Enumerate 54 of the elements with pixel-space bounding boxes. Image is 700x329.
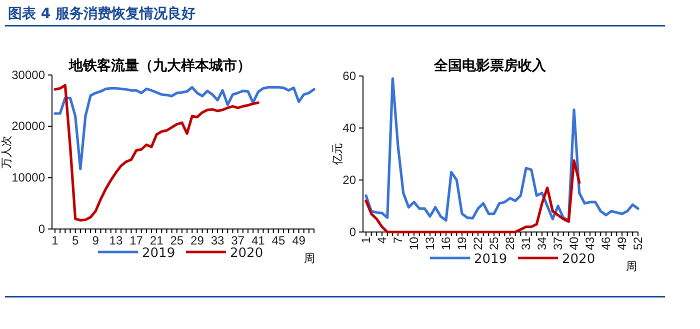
x-tick-label: 34 [535, 236, 550, 250]
y-tick-label: 0 [349, 224, 356, 239]
x-tick-label: 22 [471, 236, 486, 250]
x-tick-label: 49 [292, 234, 306, 248]
x-tick-label: 28 [503, 236, 518, 250]
x-tick-label: 52 [631, 236, 646, 250]
x-tick-label: 46 [599, 236, 614, 250]
x-tick-label: 49 [615, 236, 630, 250]
line-series [364, 77, 640, 222]
y-tick-label: 20 [342, 172, 356, 187]
legend-label: 2020 [230, 246, 264, 261]
y-tick-label: 30000 [12, 68, 46, 82]
legend-label: 2020 [562, 252, 596, 267]
line-series [54, 86, 316, 170]
chart-title: 全国电影票房收入 [433, 57, 547, 74]
x-tick-label: 10 [407, 236, 422, 250]
y-tick-label: 40 [342, 120, 356, 135]
x-tick-label: 41 [251, 234, 266, 248]
x-tick-label: 37 [231, 234, 245, 248]
x-tick-label: 13 [423, 236, 438, 250]
x-tick-label: 13 [109, 234, 123, 248]
line-series [364, 159, 581, 234]
y-tick-label: 20000 [12, 119, 46, 134]
x-tick-label: 25 [170, 234, 184, 248]
x-tick-label: 1 [359, 236, 374, 244]
y-axis-title: 万人次 [0, 136, 13, 168]
legend-label: 2019 [142, 246, 176, 261]
y-axis-title: 亿元 [331, 143, 344, 166]
x-tick-label: 5 [72, 234, 79, 248]
y-tick-label: 0 [38, 222, 46, 236]
x-tick-label: 45 [272, 234, 286, 248]
x-tick-label: 1 [52, 234, 59, 248]
x-tick-label: 33 [210, 234, 225, 248]
x-tick-label: 37 [551, 236, 566, 250]
x-tick-label: 7 [391, 236, 406, 244]
x-axis-title: 周 [304, 252, 315, 265]
x-tick-label: 25 [487, 236, 502, 250]
x-tick-label: 9 [92, 234, 100, 248]
x-tick-label: 43 [583, 236, 598, 250]
x-tick-label: 16 [439, 236, 454, 250]
text: 图表 4 服务消费恢复情况良好 [8, 5, 196, 22]
x-tick-label: 31 [519, 236, 534, 250]
x-tick-label: 19 [455, 236, 470, 250]
x-tick-label: 29 [190, 234, 204, 248]
y-tick-label: 10000 [12, 170, 46, 185]
x-tick-label: 4 [375, 236, 390, 244]
legend-label: 2019 [474, 252, 508, 267]
chart-title: 地铁客流量（九大样本城市） [68, 57, 251, 74]
y-tick-label: 60 [342, 68, 356, 83]
x-tick-label: 17 [130, 234, 144, 248]
x-tick-label: 40 [567, 236, 582, 250]
line-series [54, 84, 260, 222]
x-tick-label: 21 [150, 234, 164, 248]
x-axis-title: 周 [626, 260, 637, 273]
